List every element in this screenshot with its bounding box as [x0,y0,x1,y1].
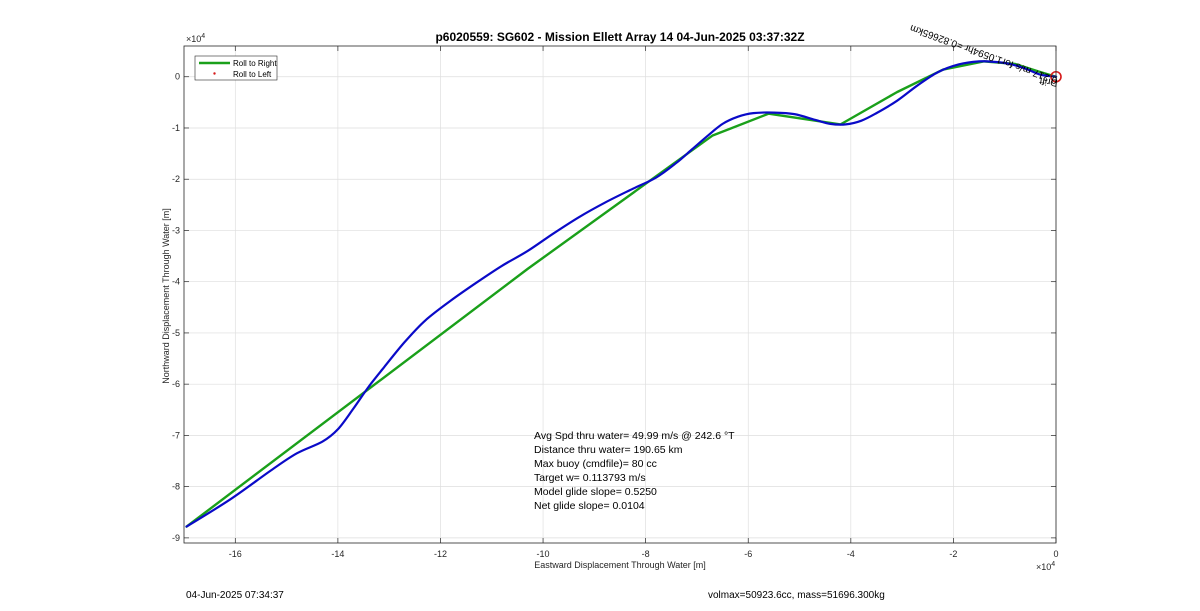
x-exponent: ×104 [1036,561,1055,572]
y-tick-label: -3 [172,225,180,235]
stat-target-w: Target w= 0.113793 m/s [534,472,646,484]
legend-swatch-roll-left [213,72,216,75]
y-tick-label: -4 [172,277,180,287]
y-tick-label: -5 [172,328,180,338]
x-tick-label: -4 [847,549,855,559]
stat-avg-speed: Avg Spd thru water= 49.99 m/s @ 242.6 °T [534,430,735,442]
stat-distance: Distance thru water= 190.65 km [534,444,683,456]
legend-label-roll-right: Roll to Right [233,59,277,68]
footer-timestamp: 04-Jun-2025 07:34:37 [186,590,284,601]
y-exponent: ×104 [186,33,205,44]
y-tick-label: -6 [172,379,180,389]
x-tick-label: -2 [949,549,957,559]
x-tick-label: 0 [1053,549,1058,559]
y-tick-label: -8 [172,482,180,492]
x-tick-label: -10 [537,549,550,559]
x-tick-label: -14 [331,549,344,559]
stat-model-glide: Model glide slope= 0.5250 [534,486,657,498]
y-axis-label: Northward Displacement Through Water [m] [161,208,171,384]
stat-net-glide: Net glide slope= 0.0104 [534,500,645,512]
stats-block: Avg Spd thru water= 49.99 m/s @ 242.6 °T… [534,430,735,512]
stat-max-buoy: Max buoy (cmdfile)= 80 cc [534,458,657,470]
plot-area [184,46,1056,543]
x-tick-label: -16 [229,549,242,559]
x-tick-label: -12 [434,549,447,559]
y-tick-label: -7 [172,430,180,440]
x-tick-label: -6 [744,549,752,559]
drift-annotation-overlap: Drift [1039,74,1059,87]
series-track-line [185,60,1058,528]
y-tick-label: -9 [172,533,180,543]
x-tick-label: -8 [642,549,650,559]
x-axis-label: Eastward Displacement Through Water [m] [534,560,706,570]
legend: Roll to Right Roll to Left [194,55,278,81]
y-tick-label: -1 [172,123,180,133]
y-tick-label: -2 [172,174,180,184]
plot-frame [183,45,1057,544]
legend-box [194,55,278,81]
ticks: -16 -14 -12 -10 -8 -6 -4 -2 0 0 -1 -2 -3 -4 -5 -6 -7 -8 -9 [172,46,1059,559]
chart-title: p6020559: SG602 - Mission Ellett Array 1… [435,30,804,44]
footer-mass: volmax=50923.6cc, mass=51696.300kg [708,590,885,601]
y-tick-label: 0 [175,72,180,82]
legend-label-roll-left: Roll to Left [233,70,272,79]
